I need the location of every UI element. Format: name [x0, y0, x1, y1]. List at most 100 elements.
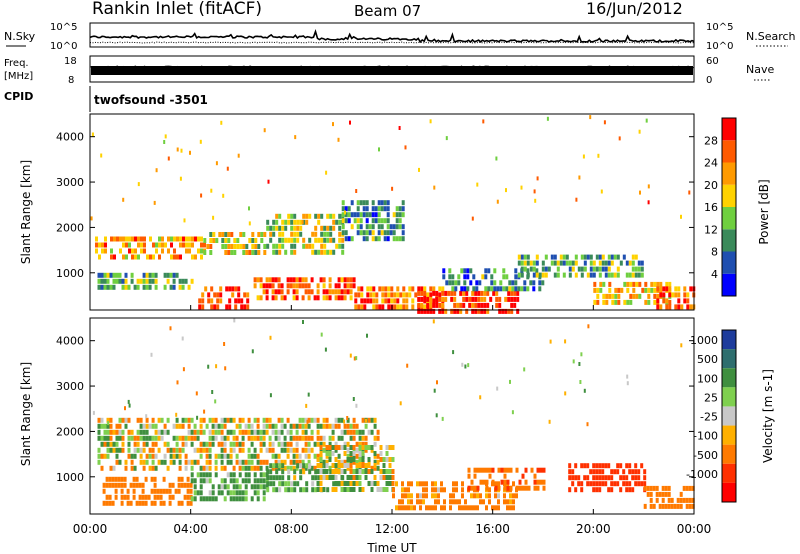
heatmap-cell [673, 503, 677, 509]
heatmap-cell [616, 266, 620, 272]
heatmap-cell [431, 505, 434, 511]
heatmap-cell [568, 475, 572, 481]
heatmap-cell [159, 488, 163, 494]
heatmap-cell [608, 281, 612, 287]
heatmap-cell [632, 293, 636, 299]
heatmap-cell [129, 500, 133, 506]
heatmap-cell [307, 417, 311, 423]
y-tick-label: 2000 [56, 221, 84, 234]
heatmap-cell [127, 399, 130, 404]
heatmap-cell [140, 236, 143, 242]
heatmap-cell [169, 453, 173, 459]
heatmap-cell [223, 441, 227, 447]
heatmap-cell [182, 242, 185, 248]
heatmap-cell [256, 423, 260, 429]
heatmap-cell [340, 469, 344, 474]
heatmap-cell [202, 472, 206, 478]
heatmap-cell [305, 243, 309, 249]
heatmap-cell [495, 296, 499, 302]
heatmap-cell [355, 469, 359, 474]
heatmap-cell [467, 363, 470, 368]
heatmap-cell [607, 272, 611, 278]
heatmap-cell [199, 472, 203, 478]
heatmap-cell [493, 280, 497, 286]
heatmap-cell [106, 272, 110, 278]
heatmap-cell [208, 429, 212, 435]
heatmap-cell [174, 488, 178, 494]
heatmap-cell [181, 447, 185, 453]
heatmap-cell [440, 505, 443, 511]
heatmap-cell [490, 274, 494, 280]
heatmap-cell [346, 481, 350, 486]
heatmap-cell [337, 481, 341, 486]
heatmap-cell [287, 475, 291, 481]
heatmap-cell [169, 447, 173, 453]
heatmap-cell [447, 290, 451, 296]
colorbar-tick-label: 8 [711, 246, 718, 259]
heatmap-cell [677, 304, 681, 310]
heatmap-cell [189, 500, 193, 506]
heatmap-cell [329, 249, 333, 255]
heatmap-cell [163, 284, 167, 290]
heatmap-cell [175, 441, 179, 447]
heatmap-cell [465, 290, 469, 296]
heatmap-cell [126, 500, 130, 506]
heatmap-cell [346, 417, 350, 423]
heatmap-cell [129, 482, 133, 488]
heatmap-cell [592, 475, 596, 481]
heatmap-cell [106, 447, 110, 453]
heatmap-cell [479, 395, 482, 400]
power-y-axis-label: Slant Range [km] [19, 160, 33, 264]
heatmap-cell [381, 292, 385, 298]
heatmap-cell [379, 451, 383, 456]
heatmap-cell [360, 292, 364, 298]
heatmap-cell [323, 463, 327, 469]
heatmap-cell [378, 147, 380, 152]
heatmap-cell [437, 493, 440, 499]
heatmap-cell [295, 447, 299, 453]
heatmap-cell [592, 272, 596, 278]
heatmap-cell [644, 287, 648, 293]
heatmap-cell [382, 463, 386, 468]
heatmap-cell [445, 280, 449, 286]
heatmap-cell [494, 481, 497, 487]
heatmap-cell [256, 453, 260, 459]
velocity-colorbar-label: Velocity [m s-1] [761, 369, 775, 463]
heatmap-cell [534, 198, 537, 203]
heatmap-cell [302, 320, 304, 324]
heatmap-cell [314, 249, 318, 255]
heatmap-cell [184, 465, 188, 471]
heatmap-cell [625, 272, 629, 278]
heatmap-cell [307, 423, 311, 429]
heatmap-cell [259, 429, 263, 435]
heatmap-cell [185, 242, 188, 248]
heatmap-cell [269, 231, 273, 237]
heatmap-cell [250, 441, 254, 447]
heatmap-cell [310, 465, 314, 471]
heatmap-cell [328, 295, 332, 301]
heatmap-cell [296, 219, 300, 225]
heatmap-cell [470, 479, 474, 485]
heatmap-cell [139, 417, 143, 423]
heatmap-cell [574, 463, 578, 469]
heatmap-cell [161, 236, 164, 242]
heatmap-cell [514, 280, 518, 286]
heatmap-cell [196, 415, 199, 420]
heatmap-cell [262, 435, 266, 441]
heatmap-cell [643, 481, 647, 487]
heatmap-cell [201, 298, 205, 304]
heatmap-cell [106, 429, 110, 435]
colorbar-swatch [722, 482, 736, 502]
heatmap-cell [484, 286, 488, 292]
heatmap-cell [211, 417, 215, 423]
heatmap-cell [337, 423, 341, 429]
colorbar-swatch [722, 330, 736, 350]
heatmap-cell [97, 459, 101, 465]
heatmap-cell [325, 447, 329, 453]
heatmap-cell [366, 292, 370, 298]
heatmap-cell [399, 401, 402, 406]
heatmap-cell [127, 435, 131, 441]
heatmap-cell [360, 286, 364, 292]
heatmap-cell [358, 457, 362, 462]
heatmap-cell [453, 308, 457, 314]
